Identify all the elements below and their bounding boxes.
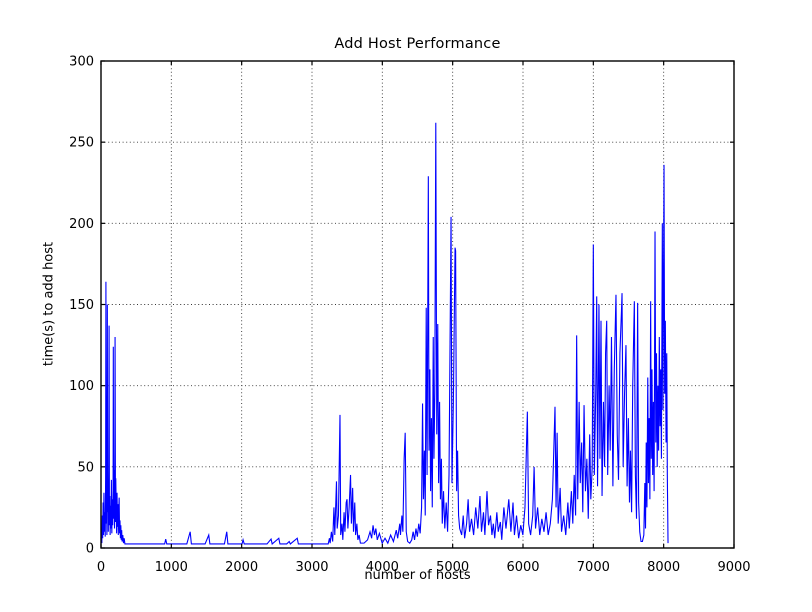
y-tick-label: 250 (69, 136, 94, 151)
y-tick-label: 200 (69, 217, 94, 232)
y-tick-label: 100 (69, 379, 94, 394)
y-tick-label: 300 (69, 55, 94, 70)
y-axis-label: time(s) to add host (41, 241, 57, 367)
x-tick-label: 2000 (225, 560, 258, 575)
x-tick-label: 1000 (155, 560, 188, 575)
y-tick-label: 50 (77, 460, 94, 475)
x-axis-label: number of hosts (364, 568, 471, 583)
x-tick-label: 9000 (717, 560, 750, 575)
x-tick-label: 7000 (577, 560, 610, 575)
y-tick-label: 150 (69, 298, 94, 313)
x-tick-label: 3000 (295, 560, 328, 575)
x-tick-label: 5000 (436, 560, 469, 575)
chart-title: Add Host Performance (334, 36, 501, 52)
y-tick-label: 0 (86, 542, 94, 557)
data-line (100, 122, 669, 545)
x-tick-label: 0 (97, 560, 105, 575)
x-tick-label: 6000 (506, 560, 539, 575)
x-tick-label: 4000 (366, 560, 399, 575)
x-tick-label: 8000 (647, 560, 680, 575)
